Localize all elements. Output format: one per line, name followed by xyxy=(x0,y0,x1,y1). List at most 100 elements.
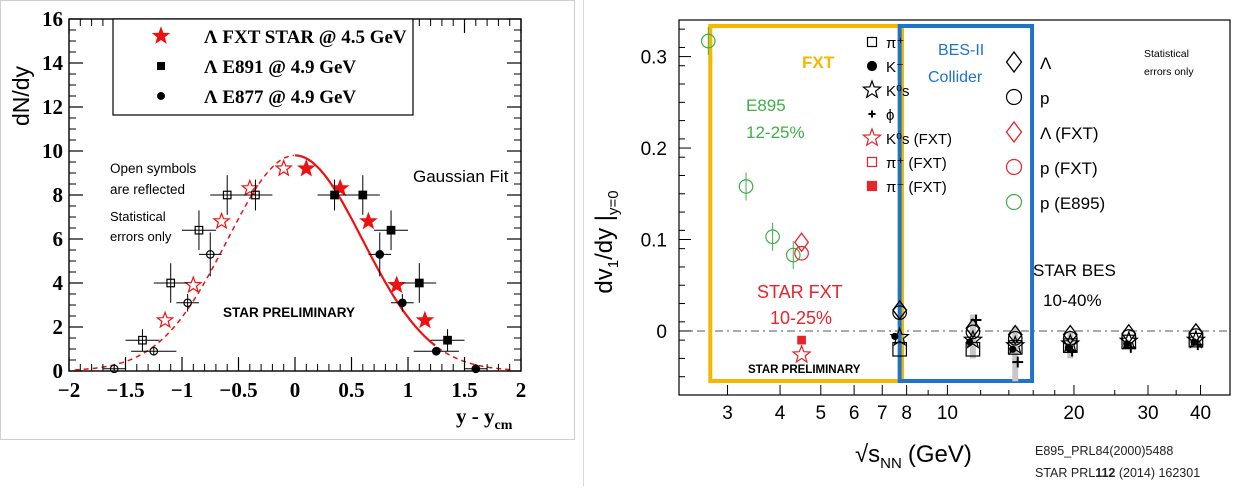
data-point xyxy=(1062,324,1078,345)
data-point xyxy=(1188,332,1204,348)
gaussian-fit-solid xyxy=(294,154,436,347)
data-point xyxy=(1012,356,1024,368)
annotation-star-preliminary: STAR PRELIMINARY xyxy=(223,305,355,320)
y-tick-label: 10 xyxy=(42,139,63,163)
y-tick-label: 0.1 xyxy=(641,231,667,252)
left-axes: −2 −1.5 −1 −0.5 0 0.5 1 1.5 2 0 2 4 6 8 10 12 14 16 xyxy=(42,7,526,402)
legend-marker xyxy=(1005,158,1023,176)
y-tick-label: 2 xyxy=(53,315,64,339)
data-point xyxy=(791,344,812,364)
data-point xyxy=(970,314,982,326)
data-point xyxy=(166,278,176,288)
x-tick-label: 40 xyxy=(1190,403,1211,424)
legend-marker xyxy=(868,110,876,118)
x-tick-label: 0.5 xyxy=(338,378,364,402)
right-axes: 3 4 5 6 7 8 10 20 30 40 0 0.1 0.2 0.3 xyxy=(641,28,1211,424)
legend-label: K⁰s xyxy=(886,83,910,100)
data-point xyxy=(794,245,809,261)
annotation-gaussian-fit: Gaussian Fit xyxy=(413,167,509,186)
panel-divider xyxy=(583,0,584,486)
legend-label: π⁺ (FXT) xyxy=(886,155,947,172)
data-point xyxy=(785,247,801,263)
annotation-e895-1: E895 xyxy=(746,96,786,115)
legend-marker xyxy=(1005,193,1023,211)
data-point xyxy=(1125,342,1137,353)
x-tick-label: 1 xyxy=(403,378,414,402)
y-tick-label: 0 xyxy=(656,322,667,343)
annotation-star-bes-1: STAR BES xyxy=(1033,261,1116,280)
legend-marker xyxy=(866,156,878,168)
data-point xyxy=(274,158,293,177)
left-data-points xyxy=(102,158,488,374)
data-point xyxy=(155,310,175,329)
legend-label: p (FXT) xyxy=(1040,159,1098,178)
data-point xyxy=(387,275,406,294)
legend: Λ FXT STAR @ 4.5 GeV Λ E891 @ 4.9 GeV Λ E8… xyxy=(112,18,414,116)
annotation-star-bes-2: 10-40% xyxy=(1043,291,1102,310)
data-point xyxy=(892,305,908,321)
y-tick-label: 0.3 xyxy=(641,48,667,69)
y-tick-label: 8 xyxy=(53,183,64,207)
y-axis-label: dv1/dy |y=0 xyxy=(591,190,622,293)
legend-marker xyxy=(866,180,878,192)
data-point xyxy=(1064,343,1073,352)
legend-label: p xyxy=(1040,89,1049,108)
legend-label: Λ E891 @ 4.9 GeV xyxy=(204,57,356,78)
legend-marker xyxy=(861,79,883,99)
legend-marker xyxy=(151,26,171,44)
data-point xyxy=(1007,324,1023,345)
legend-label: π⁺ xyxy=(886,35,904,52)
annotation-stat-2: errors only xyxy=(110,229,172,244)
x-tick-label: −1.5 xyxy=(106,378,144,402)
y-tick-label: 16 xyxy=(42,7,63,31)
data-point xyxy=(891,332,899,341)
data-point xyxy=(892,341,908,357)
reference-2: STAR PRL112 (2014) 162301 xyxy=(1035,466,1201,480)
x-tick-label: 10 xyxy=(937,403,958,424)
data-point xyxy=(1066,345,1078,357)
x-tick-label: 20 xyxy=(1063,403,1084,424)
x-tick-label: 5 xyxy=(816,403,827,424)
legend-label: Λ E877 @ 4.9 GeV xyxy=(204,87,356,108)
dndy-chart: −2 −1.5 −1 −0.5 0 0.5 1 1.5 2 0 2 4 6 8 10 12 14 16 dN/dy… xyxy=(8,7,526,433)
legend-label: Λ xyxy=(1040,54,1052,73)
y-tick-label: 4 xyxy=(53,271,64,295)
legend-marker xyxy=(157,92,165,100)
annotation-open-symbols-2: are reflected xyxy=(110,182,185,197)
legend-marker xyxy=(1005,88,1023,106)
data-point xyxy=(415,310,435,329)
legend-label: π⁻ (FXT) xyxy=(886,179,947,196)
legend-label: ϕ xyxy=(886,107,894,124)
annotation-stat-1: Statistical xyxy=(110,209,166,224)
x-axis-label: √sNN (GeV) xyxy=(855,441,972,472)
x-tick-label: 1.5 xyxy=(451,378,477,402)
data-point xyxy=(797,335,806,345)
data-point xyxy=(212,211,231,230)
data-point xyxy=(205,250,215,259)
x-tick-label: 4 xyxy=(775,403,786,424)
legend-marker xyxy=(1005,120,1023,144)
annotation-stat-2: errors only xyxy=(1144,66,1194,78)
annotation-starfxt-2: 10-25% xyxy=(770,308,832,328)
annotation-starfxt-1: STAR FXT xyxy=(757,282,843,302)
data-point xyxy=(358,190,368,200)
data-point xyxy=(1192,339,1204,351)
legend-label: K⁰s (FXT) xyxy=(886,131,952,148)
legend-marker xyxy=(866,36,878,48)
legend-label: Λ FXT STAR @ 4.5 GeV xyxy=(204,27,407,48)
data-point xyxy=(330,190,339,200)
legend-marker xyxy=(861,127,883,147)
data-point xyxy=(965,318,981,339)
data-point xyxy=(414,278,424,288)
legend-label: Λ (FXT) xyxy=(1040,124,1099,143)
x-tick-label: 2 xyxy=(516,378,527,402)
collider-region-box xyxy=(897,24,1035,383)
region-label-fxt: FXT xyxy=(802,53,835,72)
legend-marker xyxy=(157,62,165,70)
legend-marker xyxy=(1005,50,1023,74)
x-tick-label: −1 xyxy=(171,378,193,402)
data-point xyxy=(966,338,974,346)
data-point xyxy=(194,225,204,235)
data-point xyxy=(1121,334,1137,350)
annotation-e895-2: 12-25% xyxy=(746,123,805,142)
